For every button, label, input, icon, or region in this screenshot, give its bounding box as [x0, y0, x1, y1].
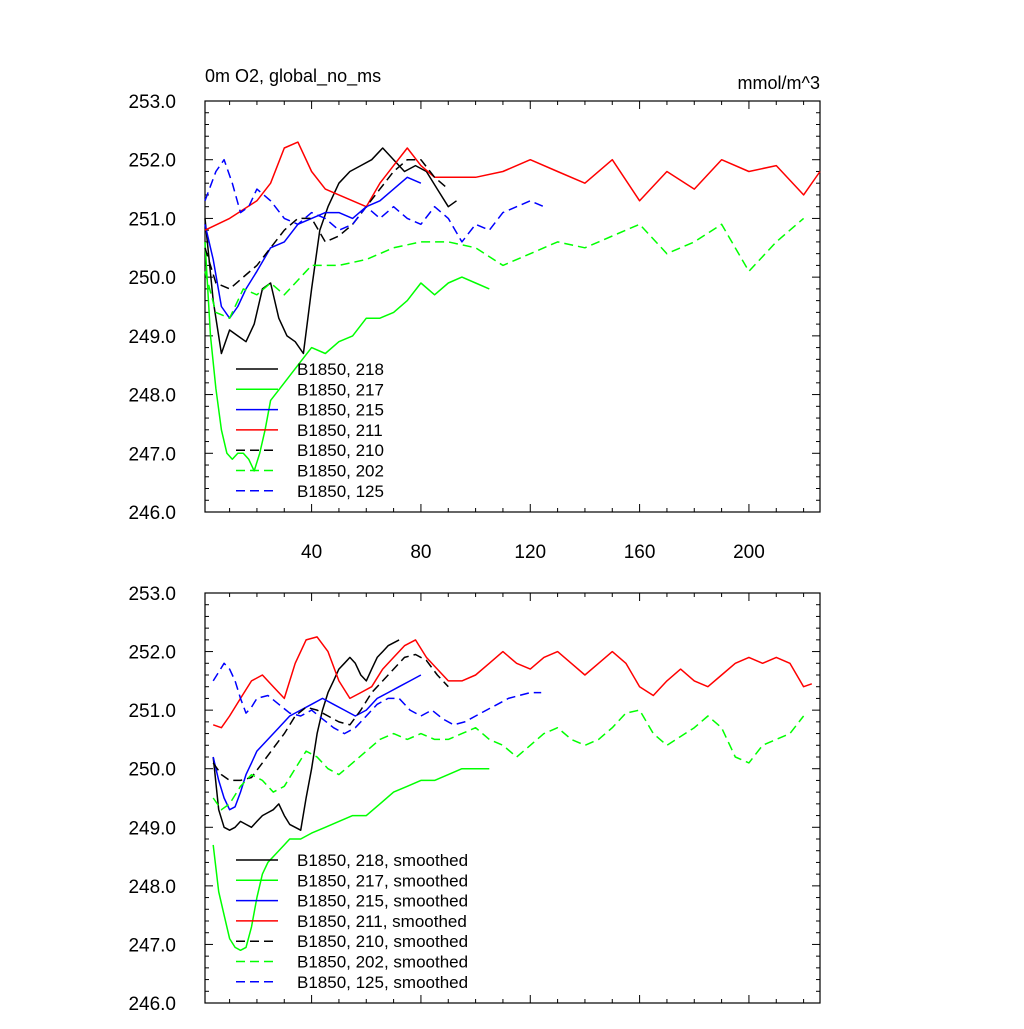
series-line: [204, 147, 457, 355]
y-tick-label: 253.0: [128, 92, 176, 113]
series-line: [212, 639, 400, 831]
legend-label: B1850, 218: [297, 360, 384, 379]
legend-label: B1850, 202: [297, 462, 384, 481]
y-tick-label: 252.0: [128, 151, 176, 172]
x-tick-label: 80: [410, 542, 431, 563]
y-tick-label: 250.0: [128, 760, 176, 781]
legend-label: B1850, 202, smoothed: [297, 953, 468, 972]
series-line: [212, 674, 422, 811]
y-tick-label: 250.0: [128, 268, 176, 289]
y-tick-label: 249.0: [128, 818, 176, 839]
legend-label: B1850, 125: [297, 482, 384, 501]
bottom-panel: 253.0 252.0 251.0 250.0 249.0 248.0 247.0 246.0…: [128, 584, 821, 1015]
series-line: [212, 767, 490, 952]
x-tick-label: 120: [514, 542, 546, 563]
legend-label: B1850, 217: [297, 380, 384, 399]
y-tick-label: 248.0: [128, 877, 176, 898]
series-line: [204, 158, 545, 243]
series-line: [212, 662, 542, 735]
x-tick-label: 160: [624, 542, 656, 563]
legend-label: B1850, 215: [297, 401, 384, 420]
legend-label: B1850, 218, smoothed: [297, 851, 468, 870]
header-right: mmol/m^3: [738, 73, 820, 93]
y-tick-label: 253.0: [128, 584, 176, 605]
series-line: [204, 241, 490, 472]
legend-label: B1850, 217, smoothed: [297, 871, 468, 890]
series-line: [204, 176, 422, 319]
y-tick-label: 246.0: [128, 994, 176, 1015]
y-tick-label: 247.0: [128, 935, 176, 956]
series-line: [212, 636, 813, 729]
top-plot-frame: [204, 100, 821, 513]
header-left: 0m O2, global_no_ms: [205, 66, 381, 87]
y-tick-label: 252.0: [128, 643, 176, 664]
legend-label: B1850, 215, smoothed: [297, 892, 468, 911]
top-panel: 253.0 252.0 251.0 250.0 249.0 248.0 247.0 246.0…: [128, 92, 821, 563]
legend-label: B1850, 211, smoothed: [297, 912, 467, 931]
bottom-plot-frame: [204, 592, 821, 1004]
y-tick-label: 251.0: [128, 209, 176, 230]
y-tick-label: 251.0: [128, 701, 176, 722]
x-tick-label: 200: [733, 542, 765, 563]
legend-label: B1850, 210, smoothed: [297, 932, 468, 951]
legend-label: B1850, 210: [297, 441, 384, 460]
y-tick-label: 246.0: [128, 503, 176, 524]
legend-label: B1850, 125, smoothed: [297, 973, 468, 992]
series-line: [212, 709, 805, 811]
series-line: [204, 158, 449, 290]
y-tick-label: 249.0: [128, 327, 176, 348]
series-line: [204, 141, 821, 231]
x-tick-label: 40: [301, 542, 322, 563]
series-line: [204, 217, 805, 319]
series-line: [212, 653, 449, 782]
legend-label: B1850, 211: [297, 421, 383, 440]
y-tick-label: 248.0: [128, 386, 176, 407]
y-tick-label: 247.0: [128, 444, 176, 465]
